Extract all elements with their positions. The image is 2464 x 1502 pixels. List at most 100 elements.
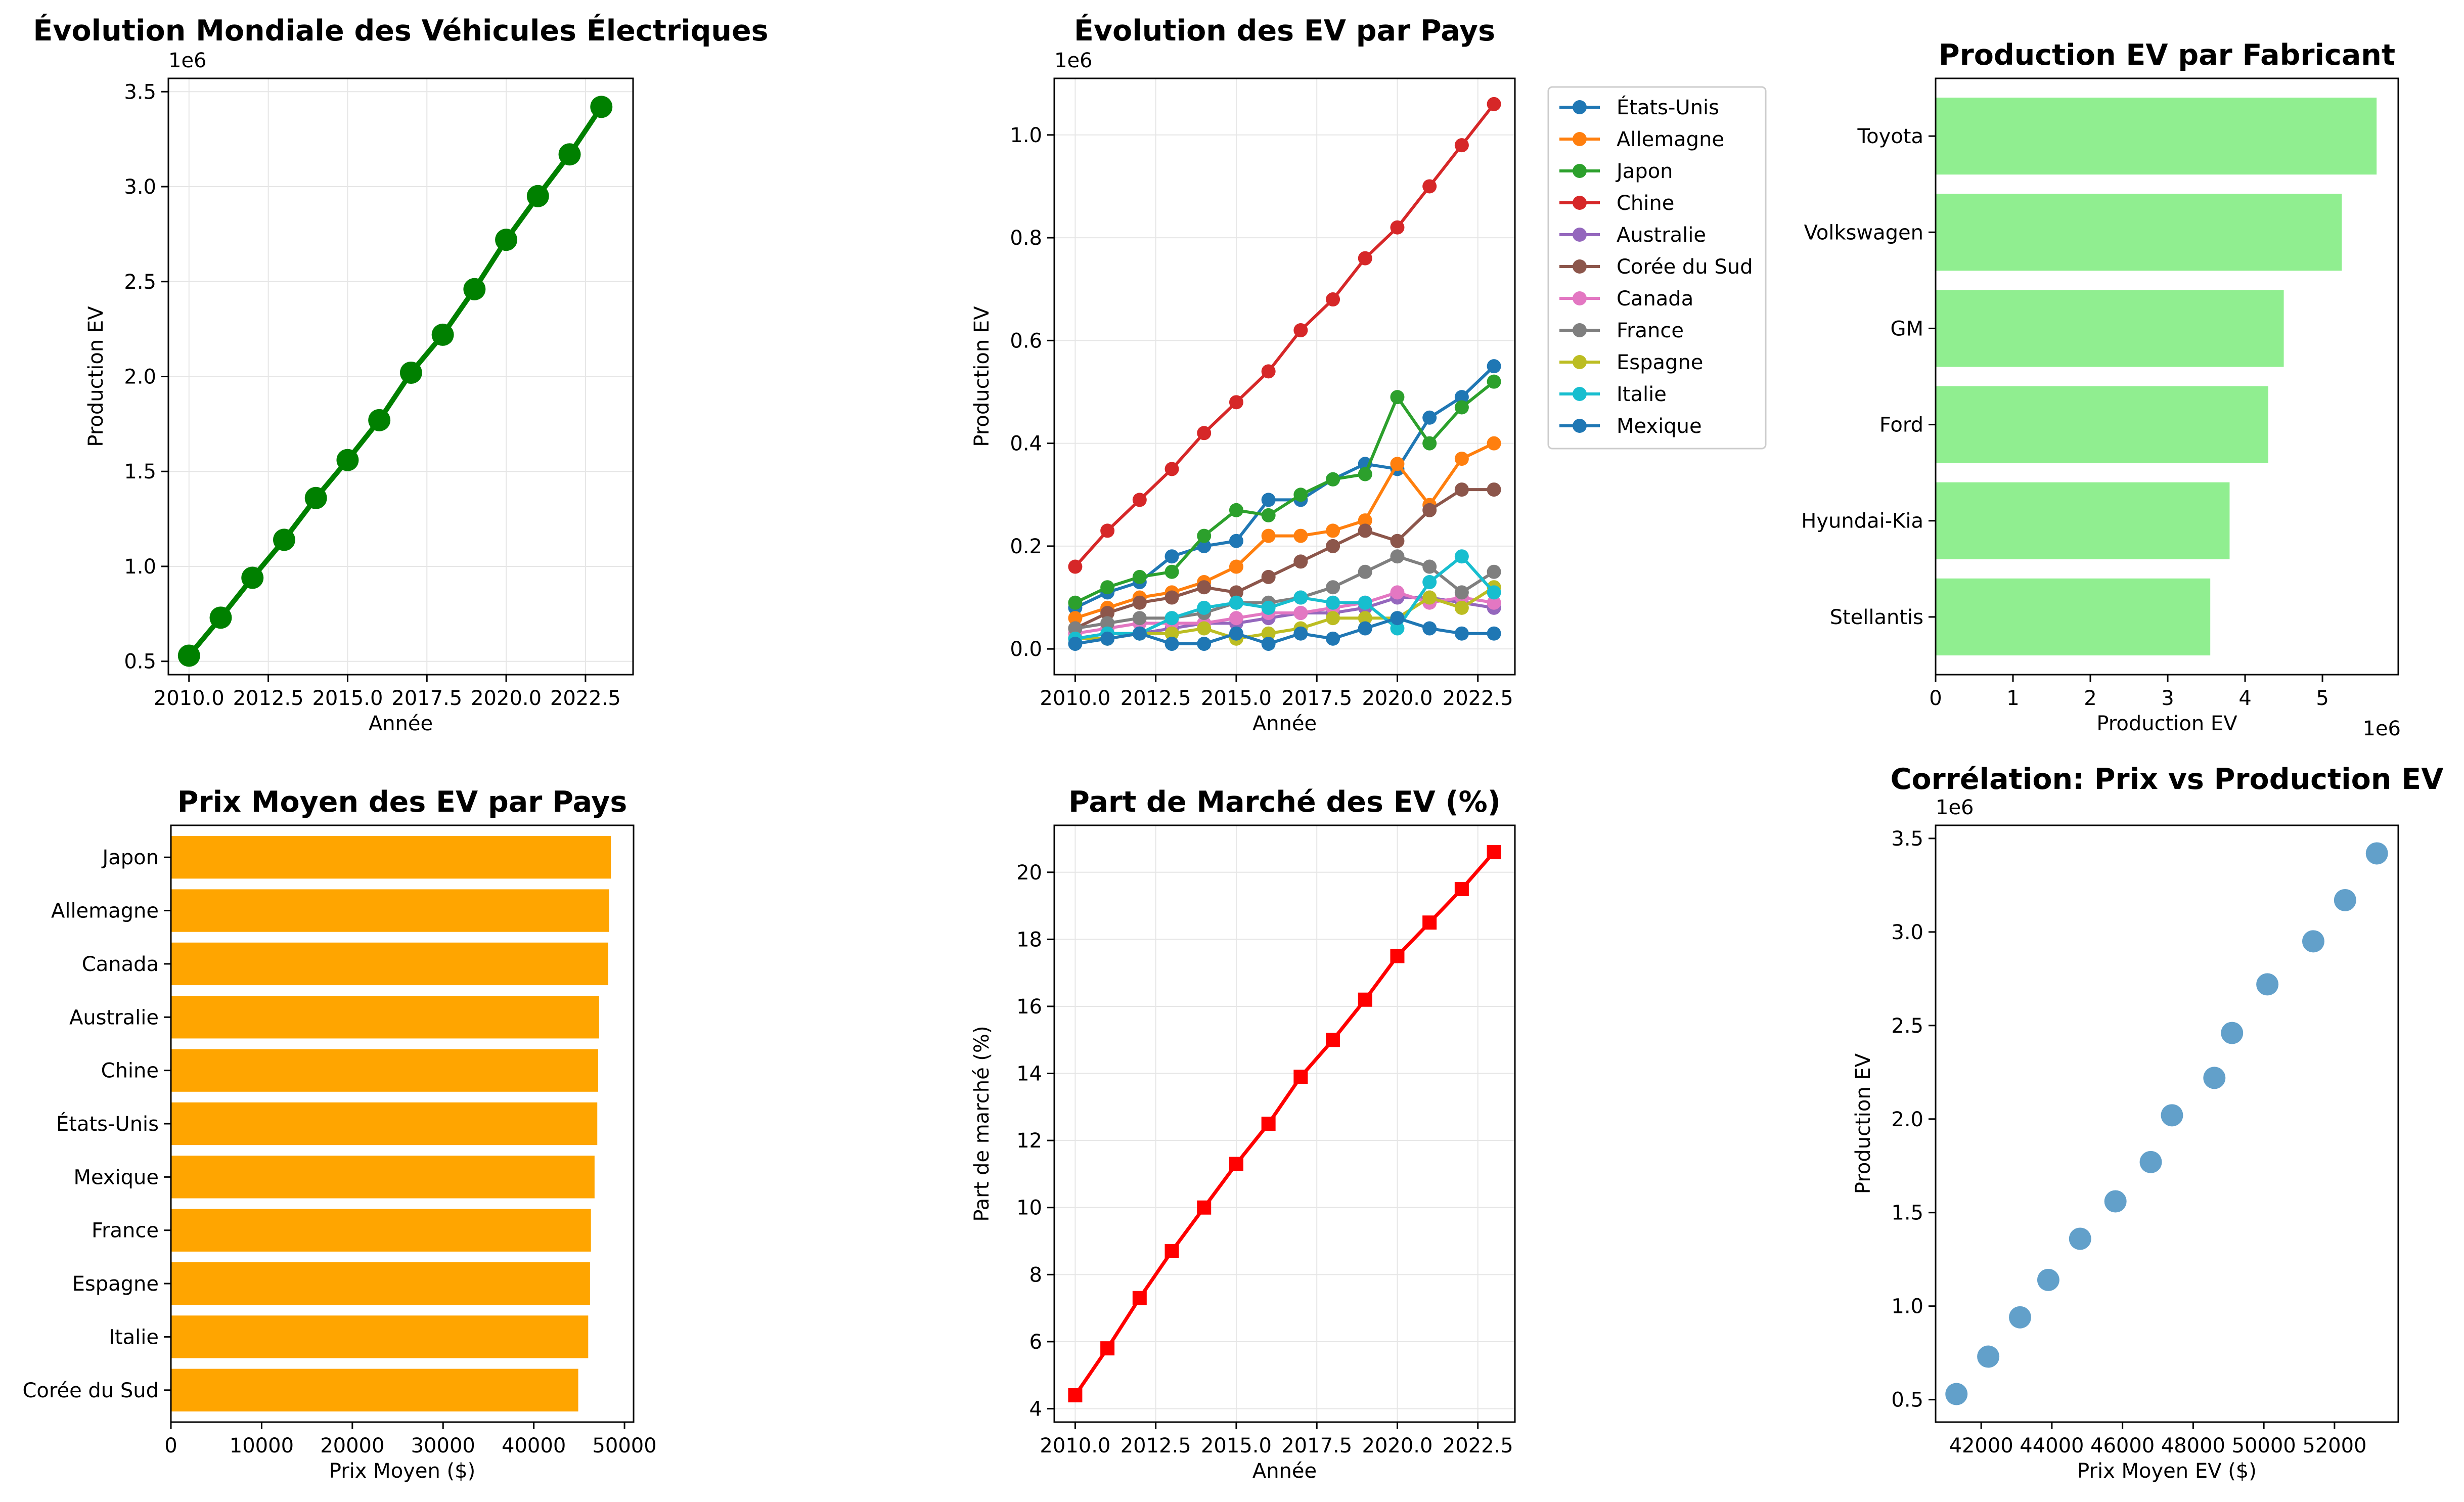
chart-world: 2010.0 2012.5 2015.0 2017.5 2020.0 2022.5 0.5 1…: [33, 13, 768, 735]
x-tick-label: 42000: [1949, 1434, 2013, 1457]
data-point: [2037, 1268, 2059, 1291]
legend-marker: [1573, 228, 1587, 242]
bar: [171, 1209, 591, 1252]
category-label: Corée du Sud: [23, 1379, 159, 1402]
category-label: Hyundai-Kia: [1801, 510, 1923, 533]
data-point: [2161, 1104, 2183, 1127]
data-point: [1132, 1291, 1147, 1305]
data-point: [1197, 600, 1212, 615]
x-tick-label: 20000: [320, 1434, 384, 1457]
y-tick-label: 0.0: [1010, 638, 1042, 661]
chart-manufacturers: Toyota Volkswagen GM Ford Hyundai-Kia Stellan…: [1801, 38, 2401, 740]
y-tick-label: 3.5: [124, 80, 156, 104]
data-point: [1422, 915, 1437, 930]
data-point: [1100, 1341, 1115, 1356]
data-point: [1132, 569, 1147, 584]
y-tick-label: 1.0: [1891, 1295, 1923, 1318]
bar: [171, 942, 608, 986]
x-tick-label: 2010.0: [1040, 1434, 1110, 1457]
data-point: [1422, 559, 1437, 574]
category-label: Japon: [101, 846, 159, 869]
bar: [1936, 194, 2342, 271]
data-point: [1164, 611, 1179, 626]
bar: [1936, 578, 2211, 655]
legend-marker: [1573, 419, 1587, 433]
data-point: [1454, 600, 1469, 615]
data-point: [1164, 626, 1179, 641]
x-tick-label: 46000: [2090, 1434, 2155, 1457]
data-point: [1068, 637, 1083, 651]
y-tick-label: 18: [1016, 928, 1042, 951]
legend-label: Canada: [1617, 287, 1693, 311]
data-point: [1422, 575, 1437, 590]
data-point: [2256, 973, 2279, 996]
data-point: [1422, 436, 1437, 451]
y-tick-label: 0.8: [1010, 227, 1042, 250]
x-tick-label: 2010.0: [1040, 687, 1110, 710]
data-point: [1326, 631, 1340, 646]
y-tick-label: 2.0: [124, 366, 156, 389]
data-point: [1229, 1157, 1243, 1171]
data-point: [1229, 595, 1243, 610]
legend-marker: [1573, 323, 1587, 337]
y-tick-label: 10: [1016, 1197, 1042, 1220]
data-point: [1068, 611, 1083, 626]
category-label: Ford: [1879, 414, 1923, 437]
data-point: [1197, 539, 1212, 553]
data-point: [1326, 580, 1340, 595]
axes-frame: [1053, 77, 1516, 676]
y-axis-label: Production EV: [970, 306, 994, 447]
chart-scatter: 42000 44000 46000 48000 50000 52000 0.5 1.0 1.5 2…: [1852, 763, 2443, 1483]
chart-title: Production EV par Fabricant: [1939, 38, 2395, 72]
data-point: [1454, 390, 1469, 405]
y-tick-label: 1.0: [1010, 124, 1042, 147]
category-label: Italie: [109, 1326, 159, 1349]
legend-marker: [1573, 196, 1587, 210]
data-point: [1358, 523, 1372, 538]
y-tick-label: 0.2: [1010, 535, 1042, 558]
data-point: [2104, 1190, 2127, 1213]
legend-label: Chine: [1617, 192, 1674, 215]
data-point: [1454, 585, 1469, 600]
data-point: [1229, 534, 1243, 548]
y-tick-label: 1.5: [124, 460, 156, 483]
data-point: [1293, 323, 1308, 338]
data-point: [1229, 395, 1243, 410]
data-point: [1068, 595, 1083, 610]
data-point: [1358, 621, 1372, 636]
legend-marker: [1573, 355, 1587, 369]
data-point: [241, 566, 264, 589]
legend-box: [1547, 86, 1767, 450]
data-point: [1487, 845, 1501, 860]
bar: [171, 996, 599, 1039]
data-point: [1293, 1070, 1308, 1084]
data-point: [1293, 590, 1308, 605]
data-point: [1068, 559, 1083, 574]
data-point: [558, 143, 581, 166]
x-axis-label: Production EV: [2096, 712, 2237, 735]
x-tick-label: 2017.5: [1281, 1434, 1352, 1457]
y-tick-label: 2.5: [1891, 1014, 1923, 1038]
data-point: [1100, 580, 1115, 595]
data-point: [1422, 590, 1437, 605]
bar: [171, 1049, 599, 1092]
x-tick-label: 2020.0: [471, 687, 542, 710]
data-point: [1454, 549, 1469, 564]
data-point: [1261, 493, 1276, 507]
data-point: [1487, 564, 1501, 579]
data-point: [1358, 611, 1372, 626]
y-tick-label: 3.5: [1891, 827, 1923, 851]
data-point: [1487, 626, 1501, 641]
x-tick-label: 2020.0: [1362, 1434, 1432, 1457]
bar: [171, 836, 611, 879]
data-point: [1454, 400, 1469, 415]
data-point: [336, 449, 359, 471]
legend-marker: [1573, 387, 1587, 401]
bar: [171, 1315, 589, 1358]
x-tick-label: 10000: [230, 1434, 294, 1457]
data-point: [1068, 621, 1083, 636]
data-point: [1326, 472, 1340, 487]
data-point: [1487, 374, 1501, 389]
data-point: [1164, 462, 1179, 476]
data-point: [368, 409, 391, 431]
